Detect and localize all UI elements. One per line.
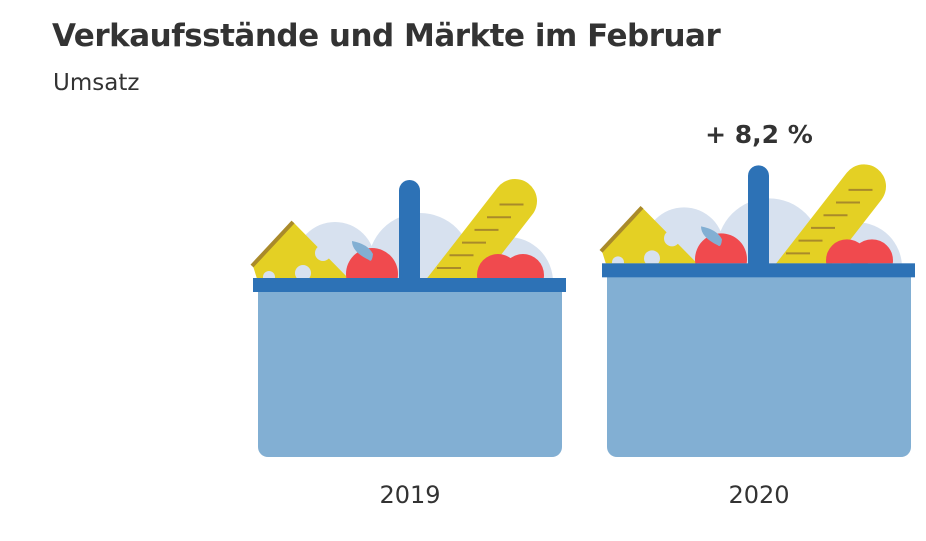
category-label: 2019: [379, 481, 440, 509]
basket-handle: [399, 180, 420, 290]
basket-body: [607, 273, 911, 457]
basket-body-top: [258, 288, 562, 308]
cheese-hole: [263, 271, 275, 278]
cheese: [253, 222, 349, 278]
apple: [695, 233, 747, 264]
basket-rim: [602, 263, 915, 278]
cheese-hole: [644, 250, 660, 264]
category-label: 2020: [728, 481, 789, 509]
cheese-hole: [612, 256, 624, 264]
cheese: [602, 207, 698, 264]
tomato: [502, 254, 544, 278]
cheese-rind: [250, 220, 295, 268]
chart-subtitle: Umsatz: [53, 70, 140, 96]
apple-leaf: [701, 226, 722, 247]
cheese-rind: [599, 205, 644, 253]
chart-title: Verkaufsstände und Märkte im Februar: [52, 18, 721, 54]
basket-2020: 2020 + 8,2 %: [599, 120, 915, 509]
contents-clip: [599, 164, 902, 264]
cheese-hole: [315, 245, 331, 261]
basket-handle: [748, 165, 769, 276]
tomato: [851, 239, 893, 264]
basket-contents: [250, 179, 553, 278]
apple-leaf: [352, 241, 373, 261]
cheese-hole: [664, 230, 680, 247]
apple: [346, 248, 398, 278]
change-annotation: + 8,2 %: [705, 120, 813, 149]
basket-2019: 2019: [250, 179, 566, 509]
basket-body-top: [607, 273, 911, 294]
basket-body: [258, 288, 562, 457]
basket-rim: [253, 278, 566, 292]
contents-clip: [250, 179, 553, 278]
cheese-hole: [295, 265, 311, 278]
basket-contents: [599, 164, 902, 264]
